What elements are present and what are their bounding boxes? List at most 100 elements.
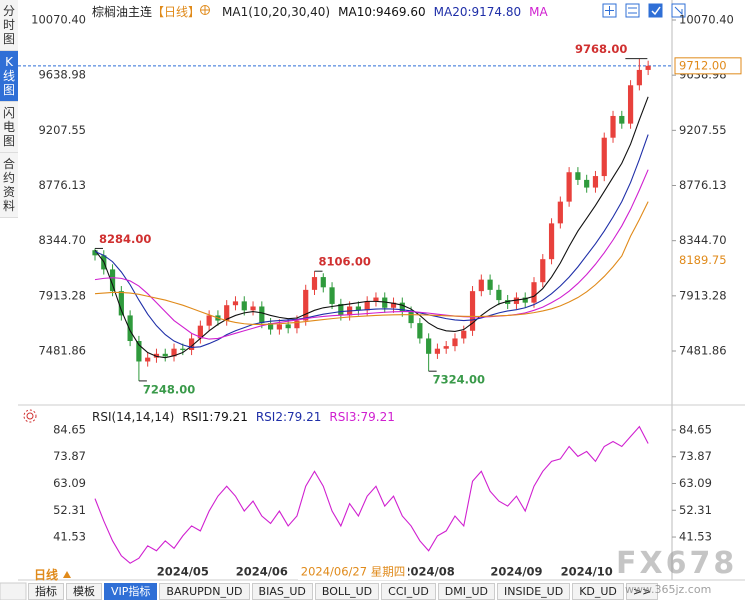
y-tick-label: 10070.40 (679, 13, 734, 27)
tool-icon[interactable] (625, 3, 640, 18)
series-line (94, 425, 649, 564)
candle-body (513, 297, 520, 304)
candle-body (619, 115, 625, 124)
y-tick-label: 7481.86 (679, 344, 727, 358)
watermark: FX678 (616, 546, 738, 581)
candle-body (557, 201, 563, 224)
last-price-box (674, 57, 742, 75)
candle-body (540, 259, 546, 283)
candle-body (355, 306, 361, 311)
add-icon[interactable] (200, 5, 210, 15)
indicator-tab[interactable]: 模板 (66, 583, 102, 600)
candle-body (548, 223, 555, 260)
candle-body (162, 353, 168, 357)
candle-body (434, 348, 441, 354)
y-tick-label: 73.87 (53, 449, 86, 463)
y-tick-label: 10070.40 (31, 13, 86, 27)
side-tab[interactable]: K线图 (0, 51, 18, 102)
x-tick-label: 2024/09 (490, 565, 542, 579)
indicator-tab[interactable]: 指标 (28, 583, 64, 600)
y-tick-label: 41.53 (53, 530, 86, 544)
indicator-tab[interactable]: INSIDE_UD (497, 583, 571, 600)
legend-entry: MA20:9174.80 (433, 4, 522, 19)
candle-body (118, 291, 124, 316)
legend-entry: RSI3:79.21 (329, 410, 395, 424)
candle-body (426, 338, 432, 354)
candle-body (259, 306, 265, 324)
candle-body (531, 282, 537, 303)
header-icon (200, 5, 210, 15)
period-arrow[interactable] (63, 571, 71, 578)
cursor-label: 2024/06/27 星期四 (301, 565, 405, 579)
legend-entry: MA (529, 4, 548, 19)
candle-body (109, 269, 116, 292)
candle-body (522, 297, 528, 303)
indicator-tab[interactable]: BARUPDN_UD (159, 583, 250, 600)
watermark: www.365jz.com (625, 583, 712, 596)
tool-icon-part (674, 6, 683, 16)
y-tick-label: 63.09 (53, 476, 86, 490)
series-line (94, 134, 649, 348)
candle-body (127, 315, 133, 342)
candle-body (382, 297, 388, 308)
series-line (94, 96, 649, 359)
candle-body (496, 289, 502, 301)
candle-body (645, 65, 651, 70)
legend-entry: RSI2:79.21 (255, 410, 322, 424)
candle-body (566, 172, 572, 202)
indicator-tab[interactable]: >> (625, 583, 659, 600)
candle-body (329, 287, 335, 304)
indicator-tab[interactable]: BIAS_UD (251, 583, 313, 600)
candle-body (390, 302, 397, 308)
side-tab[interactable]: 分时图 (0, 0, 18, 51)
indicator-tab[interactable]: KD_UD (572, 583, 624, 600)
candle-body (338, 303, 344, 316)
candle-body (188, 338, 195, 350)
indicator-tab[interactable]: VIP指标 (104, 583, 158, 600)
candle-body (505, 300, 511, 304)
annotation-label: 7248.00 (143, 382, 195, 396)
candle-body (461, 330, 467, 339)
tool-icon[interactable] (648, 3, 663, 18)
y-tick-label: 84.65 (679, 422, 712, 436)
y-tick-label: 9638.98 (38, 68, 86, 82)
settings-icon-part (23, 409, 37, 423)
candle-body (417, 323, 423, 339)
y-tick-label: 8776.13 (679, 178, 727, 192)
side-tab[interactable]: 闪电图 (0, 102, 18, 153)
y-tick-label: 52.31 (679, 503, 712, 517)
indicator-tab[interactable]: DMI_UD (437, 583, 496, 600)
candle-body (171, 348, 177, 357)
settings-icon[interactable] (26, 412, 34, 420)
candle-body (136, 341, 142, 362)
annotation-label: 7324.00 (433, 373, 485, 387)
period-label: 【日线】 (152, 5, 201, 19)
indicator-tab[interactable]: BOLL_UD (314, 583, 380, 600)
indicator-tabs: 指标 模板 VIP指标 BARUPDN_UD BIAS_UD BOLL_UD CCI_UD D… (28, 583, 659, 600)
axis-marker-label: 8189.75 (679, 253, 727, 267)
candle-body (443, 346, 449, 349)
toolbar (602, 3, 686, 18)
x-tick-label: 2024/10 (561, 565, 613, 579)
indicator-tab[interactable]: CCI_UD (381, 583, 436, 600)
tab-scroll[interactable] (0, 582, 27, 600)
candle-body (285, 324, 291, 329)
annotation-label: 8284.00 (99, 232, 151, 246)
candle-body (320, 277, 326, 288)
period-selector[interactable]: 日线 (34, 568, 59, 582)
candle-body (294, 320, 300, 329)
side-tab[interactable]: 合约资料 (0, 153, 18, 218)
y-tick-label: 84.65 (53, 422, 86, 436)
price-legend: 棕榈油主连 【日线】 MA1(10,20,30,40) MA10:9469.60… (92, 3, 548, 20)
candle-body (92, 250, 98, 256)
candle-body (180, 348, 186, 350)
candle-body (636, 69, 642, 86)
series-line (94, 201, 649, 325)
last-price-label: 9712.00 (679, 58, 727, 72)
candle-body (373, 297, 379, 302)
candle-body (408, 311, 414, 324)
candle-body (224, 305, 230, 321)
